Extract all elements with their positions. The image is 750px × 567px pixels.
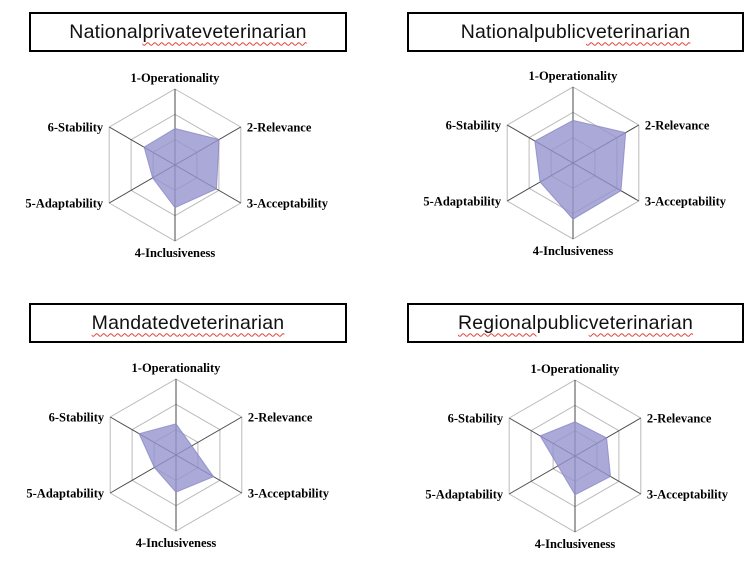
axis-label-1-operationality: 1-Operationality bbox=[529, 69, 619, 83]
radar-chart-mandated-veterinarian: 1-Operationality 2-Relevance 3-Acceptabili… bbox=[26, 361, 330, 550]
axis-label-5-adaptability: 5-Adaptability bbox=[423, 195, 502, 209]
axis-label-2-relevance: 2-Relevance bbox=[247, 121, 312, 135]
axis-label-3-acceptability: 3-Acceptability bbox=[247, 197, 329, 211]
radar-chart-national-public-veterinarian: 1-Operationality 2-Relevance 3-Acceptabili… bbox=[423, 69, 727, 258]
axis-label-1-operationality: 1-Operationality bbox=[132, 361, 222, 375]
axis-label-2-relevance: 2-Relevance bbox=[248, 411, 313, 425]
radar-chart-regional-public-veterinarian: 1-Operationality 2-Relevance 3-Acceptabili… bbox=[425, 362, 729, 551]
axis-label-6-stability: 6-Stability bbox=[448, 412, 504, 426]
axis-label-2-relevance: 2-Relevance bbox=[647, 412, 712, 426]
axis-label-6-stability: 6-Stability bbox=[48, 121, 104, 135]
axis-label-5-adaptability: 5-Adaptability bbox=[25, 197, 104, 211]
title-word: veterinarian bbox=[202, 20, 307, 43]
axis-label-4-inclusiveness: 4-Inclusiveness bbox=[535, 537, 616, 551]
title-box-mandated-veterinarian: Mandated veterinarian bbox=[29, 303, 347, 343]
axis-label-4-inclusiveness: 4-Inclusiveness bbox=[136, 536, 217, 550]
data-polygon bbox=[138, 423, 215, 493]
title-word: public bbox=[536, 311, 589, 334]
axis-label-1-operationality: 1-Operationality bbox=[531, 362, 621, 376]
title-word: public bbox=[533, 20, 586, 43]
axis-label-5-adaptability: 5-Adaptability bbox=[425, 488, 504, 502]
axis-label-6-stability: 6-Stability bbox=[49, 411, 105, 425]
axis-label-4-inclusiveness: 4-Inclusiveness bbox=[135, 246, 216, 260]
axis-label-3-acceptability: 3-Acceptability bbox=[248, 487, 330, 501]
title-box-regional-public-veterinarian: Regional public veterinarian bbox=[407, 303, 744, 343]
title-word: veterinarian bbox=[588, 311, 694, 334]
title-word: National bbox=[69, 20, 143, 43]
axis-label-1-operationality: 1-Operationality bbox=[131, 71, 221, 85]
data-polygon bbox=[143, 127, 220, 209]
title-word: Mandated bbox=[91, 311, 181, 334]
title-word: private bbox=[142, 20, 203, 43]
axis-label-3-acceptability: 3-Acceptability bbox=[645, 195, 727, 209]
title-word: National bbox=[460, 20, 534, 43]
data-polygon bbox=[539, 421, 612, 496]
radar-chart-national-private-veterinarian: 1-Operationality 2-Relevance 3-Acceptabili… bbox=[25, 71, 329, 260]
data-polygon bbox=[534, 119, 627, 220]
title-word: veterinarian bbox=[586, 20, 691, 43]
axis-label-6-stability: 6-Stability bbox=[446, 119, 502, 133]
axis-label-5-adaptability: 5-Adaptability bbox=[26, 487, 105, 501]
axis-label-3-acceptability: 3-Acceptability bbox=[647, 488, 729, 502]
axis-label-4-inclusiveness: 4-Inclusiveness bbox=[533, 244, 614, 258]
title-word: veterinarian bbox=[180, 311, 285, 334]
axis-label-2-relevance: 2-Relevance bbox=[645, 119, 710, 133]
title-box-national-public-veterinarian: National public veterinarian bbox=[407, 12, 744, 52]
title-box-national-private-veterinarian: National private veterinarian bbox=[29, 12, 347, 52]
title-word: Regional bbox=[457, 311, 537, 334]
